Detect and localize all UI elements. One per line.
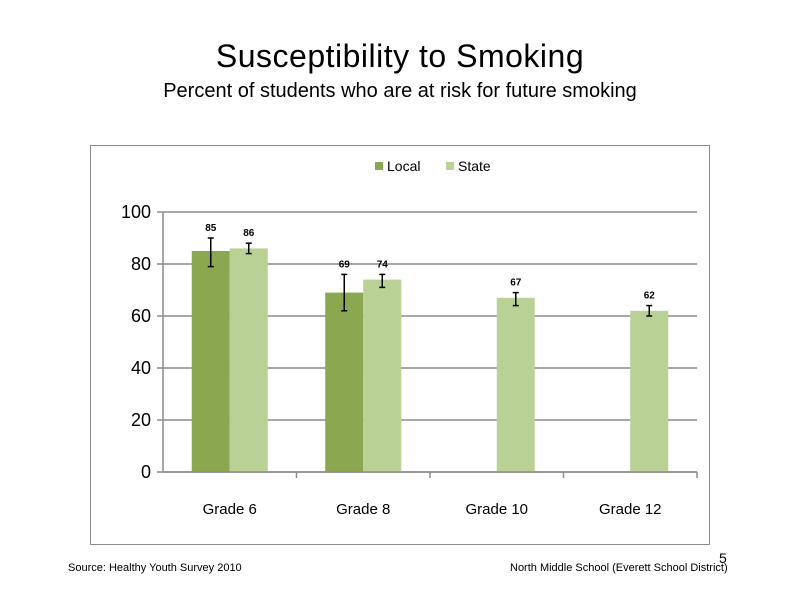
bar-state	[363, 279, 402, 472]
data-label: 74	[377, 259, 389, 270]
source-note: Source: Healthy Youth Survey 2010	[68, 562, 242, 574]
page-title: Susceptibility to Smoking	[215, 38, 585, 74]
data-label: 69	[339, 259, 351, 270]
y-tick-label: 40	[131, 358, 151, 378]
y-tick-label: 0	[141, 462, 151, 482]
x-tick-label: Grade 12	[599, 501, 662, 518]
bar-state	[630, 310, 669, 472]
x-tick-label: Grade 6	[203, 501, 257, 518]
y-tick-label: 80	[131, 254, 151, 274]
bar-local	[325, 292, 364, 472]
page-number: 5	[719, 550, 727, 566]
x-tick-label: Grade 10	[465, 501, 528, 518]
data-label: 86	[243, 228, 255, 239]
y-tick-label: 60	[131, 306, 151, 326]
chart-area: 0 20 40 60 80 100 Grade 6 Grade 8 Grade 10 Grade …	[90, 145, 710, 545]
legend-swatch-state	[446, 162, 454, 170]
data-label: 62	[644, 291, 656, 302]
legend-label-state: State	[458, 158, 491, 174]
bar-chart: 0 20 40 60 80 100 Grade 6 Grade 8 Grade 10 Grade …	[121, 158, 698, 518]
page-subtitle: Percent of students who are at risk for …	[163, 80, 637, 102]
bar-state	[496, 297, 535, 472]
legend-swatch-local	[375, 162, 383, 170]
bar-state	[229, 248, 268, 472]
data-label: 67	[510, 278, 522, 289]
y-tick-label: 100	[121, 202, 151, 222]
y-tick-label: 20	[131, 410, 151, 430]
data-label: 85	[205, 223, 217, 234]
bar-local	[191, 251, 230, 472]
x-tick-label: Grade 8	[336, 501, 390, 518]
legend-label-local: Local	[387, 158, 420, 174]
school-name: North Middle School (Everett School Dist…	[510, 562, 728, 574]
